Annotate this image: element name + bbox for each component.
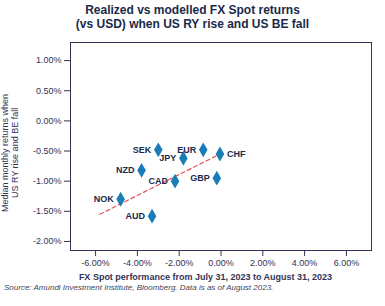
html-text:FX Spot performance from July: FX Spot performance from July 31, 2023 t… bbox=[78, 271, 333, 282]
svg-text:1.00%: 1.00% bbox=[36, 55, 62, 65]
svg-text:-2.00%: -2.00% bbox=[165, 258, 194, 268]
svg-text:0.50%: 0.50% bbox=[36, 85, 62, 95]
svg-text:6.00%: 6.00% bbox=[334, 258, 360, 268]
svg-text:0.00%: 0.00% bbox=[208, 258, 234, 268]
svg-text:-6.00%: -6.00% bbox=[81, 258, 110, 268]
svg-text:-1.50%: -1.50% bbox=[33, 206, 62, 216]
svg-text:AUD: AUD bbox=[126, 211, 146, 221]
svg-text:2.00%: 2.00% bbox=[250, 258, 276, 268]
html-text:Source: Amundi Investment Inst: Source: Amundi Investment Institute, Blo… bbox=[4, 283, 274, 293]
svg-text:4.00%: 4.00% bbox=[292, 258, 318, 268]
svg-text:NZD: NZD bbox=[116, 165, 135, 175]
svg-text:SEK: SEK bbox=[133, 144, 152, 154]
svg-text:GBP: GBP bbox=[190, 173, 210, 183]
svg-text:-2.00%: -2.00% bbox=[33, 236, 62, 246]
svg-text:CHF: CHF bbox=[227, 149, 246, 159]
svg-text:-4.00%: -4.00% bbox=[123, 258, 152, 268]
svg-text:-1.00%: -1.00% bbox=[33, 176, 62, 186]
svg-text:0.00%: 0.00% bbox=[36, 116, 62, 126]
svg-text:CAD: CAD bbox=[149, 176, 169, 186]
svg-text:NOK: NOK bbox=[94, 194, 115, 204]
svg-text:JPY: JPY bbox=[159, 153, 176, 163]
svg-text:EUR: EUR bbox=[177, 144, 197, 154]
svg-text:-0.50%: -0.50% bbox=[33, 146, 62, 156]
html-text:Median monthly returns when US: Median monthly returns when US RY rise a… bbox=[0, 93, 21, 212]
html-text:Realized vs modelled FX Spot r: Realized vs modelled FX Spot returns (vs… bbox=[75, 3, 310, 32]
